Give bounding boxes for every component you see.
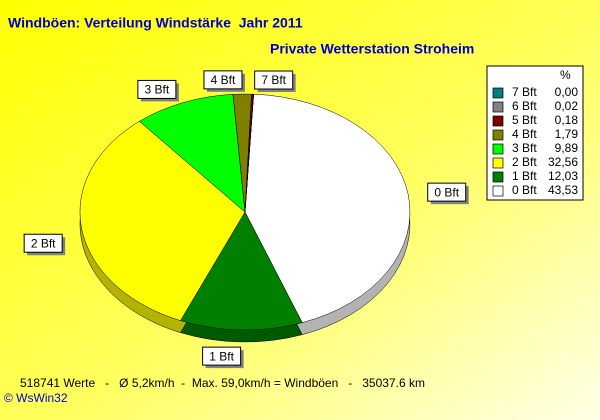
legend-label: 7 Bft (512, 85, 537, 99)
slice-label-box (203, 70, 243, 90)
legend-swatch (492, 143, 504, 155)
legend-label: 3 Bft (512, 141, 537, 155)
slice-label-box (137, 79, 177, 99)
slice-label: 7 Bft (261, 73, 286, 87)
legend-swatch (492, 171, 504, 183)
slice-label-box (254, 70, 294, 90)
slice-label-box (427, 182, 467, 202)
legend-label: 4 Bft (512, 127, 537, 141)
legend-value: 32,56 (548, 155, 578, 169)
legend-value: 0,00 (555, 85, 579, 99)
slice-label-box (202, 346, 242, 366)
slice-label: 2 Bft (31, 236, 56, 250)
credit: © WsWin32 (4, 391, 68, 405)
legend-label: 2 Bft (512, 155, 537, 169)
legend-label: 5 Bft (512, 113, 537, 127)
legend-swatch (492, 185, 504, 197)
legend-swatch (492, 115, 504, 127)
slice-label: 4 Bft (211, 73, 236, 87)
slice (244, 93, 411, 323)
slice (244, 94, 254, 213)
slice-label: 1 Bft (209, 349, 234, 363)
legend-value: 12,03 (548, 169, 578, 183)
chart-title: Windböen: Verteilung Windstärke Jahr 201… (8, 15, 303, 31)
legend-label: 1 Bft (512, 169, 537, 183)
legend-value: 0,02 (555, 99, 579, 113)
legend-header: % (560, 68, 571, 82)
legend: % 7 Bft 0,00 6 Bft 0,02 5 Bft 0,18 4 Bft 1,79 3 … (486, 65, 584, 201)
slice-label: 3 Bft (145, 83, 170, 97)
pie (79, 93, 411, 343)
legend-value: 43,53 (548, 183, 578, 197)
slice (180, 211, 303, 331)
legend-swatch (492, 157, 504, 169)
legend-swatch (492, 101, 504, 113)
legend-label: 0 Bft (512, 183, 537, 197)
slice-labels: 0 Bft 1 Bft 2 Bft 3 Bft 4 Bft 7 Bft (23, 70, 469, 369)
slice-label-box (23, 233, 63, 253)
legend-value: 1,79 (555, 127, 579, 141)
footer: 518741 Werte - Ø 5,2km/h - Max. 59,0km/h… (20, 376, 425, 390)
slice (139, 94, 246, 213)
slice-label: 0 Bft (434, 185, 459, 199)
legend-value: 0,18 (555, 113, 579, 127)
legend-value: 9,89 (555, 141, 579, 155)
legend-label: 6 Bft (512, 99, 537, 113)
legend-swatch (492, 129, 504, 141)
chart-subtitle: Private Wetterstation Stroheim (270, 41, 474, 57)
slice (79, 120, 246, 321)
legend-swatch (492, 87, 504, 99)
